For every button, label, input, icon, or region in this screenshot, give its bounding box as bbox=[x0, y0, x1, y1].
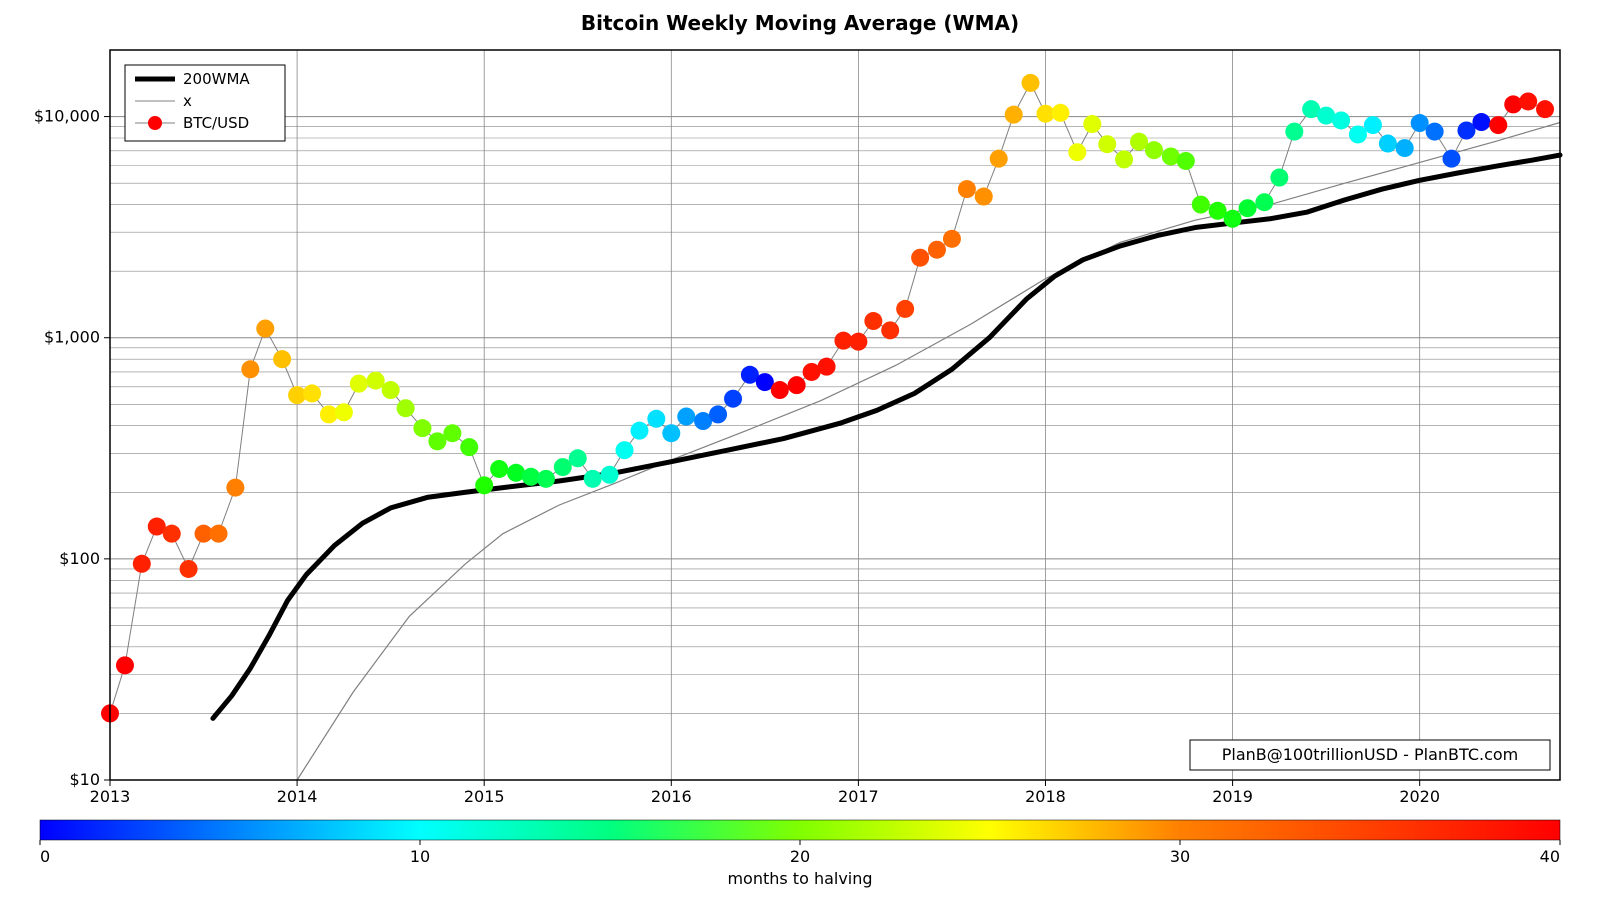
btc-point bbox=[180, 560, 198, 578]
btc-point bbox=[1239, 199, 1257, 217]
btc-point bbox=[647, 410, 665, 428]
btc-point bbox=[1442, 150, 1460, 168]
btc-point bbox=[1083, 115, 1101, 133]
btc-point bbox=[413, 419, 431, 437]
btc-point bbox=[1068, 143, 1086, 161]
btc-point bbox=[490, 460, 508, 478]
btc-point bbox=[1005, 106, 1023, 124]
btc-point bbox=[1224, 210, 1242, 228]
btc-point bbox=[1504, 95, 1522, 113]
chart-svg: Bitcoin Weekly Moving Average (WMA)$10$1… bbox=[0, 0, 1600, 913]
btc-point bbox=[303, 384, 321, 402]
btc-point bbox=[460, 438, 478, 456]
btc-point bbox=[133, 555, 151, 573]
btc-point bbox=[210, 525, 228, 543]
x-tick-label: 2014 bbox=[277, 787, 318, 806]
btc-point bbox=[273, 350, 291, 368]
btc-point bbox=[928, 241, 946, 259]
btc-point bbox=[1426, 123, 1444, 141]
y-tick-label: $100 bbox=[59, 549, 100, 568]
btc-point bbox=[443, 424, 461, 442]
legend-label: x bbox=[183, 92, 192, 110]
btc-point bbox=[881, 321, 899, 339]
colorbar-tick-label: 10 bbox=[410, 847, 430, 866]
btc-point bbox=[537, 470, 555, 488]
attribution-text: PlanB@100trillionUSD - PlanBTC.com bbox=[1222, 745, 1519, 764]
btc-point bbox=[990, 150, 1008, 168]
btc-point bbox=[1379, 135, 1397, 153]
btc-point bbox=[1051, 104, 1069, 122]
btc-point bbox=[1192, 196, 1210, 214]
btc-point bbox=[382, 381, 400, 399]
x-tick-label: 2019 bbox=[1212, 787, 1253, 806]
btc-point bbox=[226, 479, 244, 497]
chart-title: Bitcoin Weekly Moving Average (WMA) bbox=[581, 11, 1019, 35]
btc-point bbox=[771, 381, 789, 399]
colorbar-tick-label: 30 bbox=[1170, 847, 1190, 866]
chart-container: Bitcoin Weekly Moving Average (WMA)$10$1… bbox=[0, 0, 1600, 913]
btc-point bbox=[335, 403, 353, 421]
btc-point bbox=[367, 372, 385, 390]
btc-point bbox=[116, 656, 134, 674]
btc-point bbox=[1255, 193, 1273, 211]
btc-point bbox=[1349, 125, 1367, 143]
colorbar-tick-label: 0 bbox=[40, 847, 50, 866]
btc-point bbox=[1022, 74, 1040, 92]
btc-point bbox=[584, 470, 602, 488]
btc-point bbox=[958, 180, 976, 198]
btc-point bbox=[724, 390, 742, 408]
btc-point bbox=[1177, 152, 1195, 170]
btc-point bbox=[1396, 139, 1414, 157]
x-tick-label: 2018 bbox=[1025, 787, 1066, 806]
btc-point bbox=[818, 358, 836, 376]
btc-point bbox=[630, 422, 648, 440]
btc-point bbox=[788, 376, 806, 394]
btc-point bbox=[397, 399, 415, 417]
y-tick-label: $1,000 bbox=[44, 328, 100, 347]
legend-label: 200WMA bbox=[183, 70, 250, 88]
x-tick-label: 2013 bbox=[90, 787, 131, 806]
btc-point bbox=[1536, 100, 1554, 118]
btc-point bbox=[569, 449, 587, 467]
btc-point bbox=[554, 458, 572, 476]
x-tick-label: 2017 bbox=[838, 787, 879, 806]
btc-point bbox=[1145, 141, 1163, 159]
btc-point bbox=[616, 441, 634, 459]
btc-point bbox=[849, 333, 867, 351]
btc-point bbox=[1115, 150, 1133, 168]
btc-point bbox=[896, 300, 914, 318]
btc-point bbox=[662, 424, 680, 442]
y-tick-label: $10,000 bbox=[34, 107, 100, 126]
btc-point bbox=[475, 476, 493, 494]
colorbar-label: months to halving bbox=[727, 869, 872, 888]
btc-point bbox=[163, 525, 181, 543]
colorbar bbox=[40, 820, 1560, 840]
btc-point bbox=[975, 188, 993, 206]
btc-point bbox=[241, 360, 259, 378]
btc-point bbox=[1098, 135, 1116, 153]
legend-swatch bbox=[148, 116, 162, 130]
btc-point bbox=[864, 312, 882, 330]
btc-point bbox=[943, 230, 961, 248]
btc-point bbox=[256, 320, 274, 338]
btc-point bbox=[1472, 113, 1490, 131]
btc-point bbox=[1285, 123, 1303, 141]
btc-point bbox=[1332, 111, 1350, 129]
colorbar-tick-label: 20 bbox=[790, 847, 810, 866]
btc-point bbox=[677, 408, 695, 426]
colorbar-tick-label: 40 bbox=[1540, 847, 1560, 866]
btc-point bbox=[1489, 116, 1507, 134]
x-tick-label: 2020 bbox=[1399, 787, 1440, 806]
btc-point bbox=[1519, 92, 1537, 110]
btc-point bbox=[1270, 169, 1288, 187]
x-tick-label: 2015 bbox=[464, 787, 505, 806]
btc-point bbox=[911, 249, 929, 267]
btc-point bbox=[1364, 116, 1382, 134]
btc-point bbox=[350, 375, 368, 393]
legend: 200WMA x BTC/USD bbox=[125, 65, 285, 141]
btc-point bbox=[709, 405, 727, 423]
legend-label: BTC/USD bbox=[183, 114, 249, 132]
x-tick-label: 2016 bbox=[651, 787, 692, 806]
btc-point bbox=[601, 466, 619, 484]
